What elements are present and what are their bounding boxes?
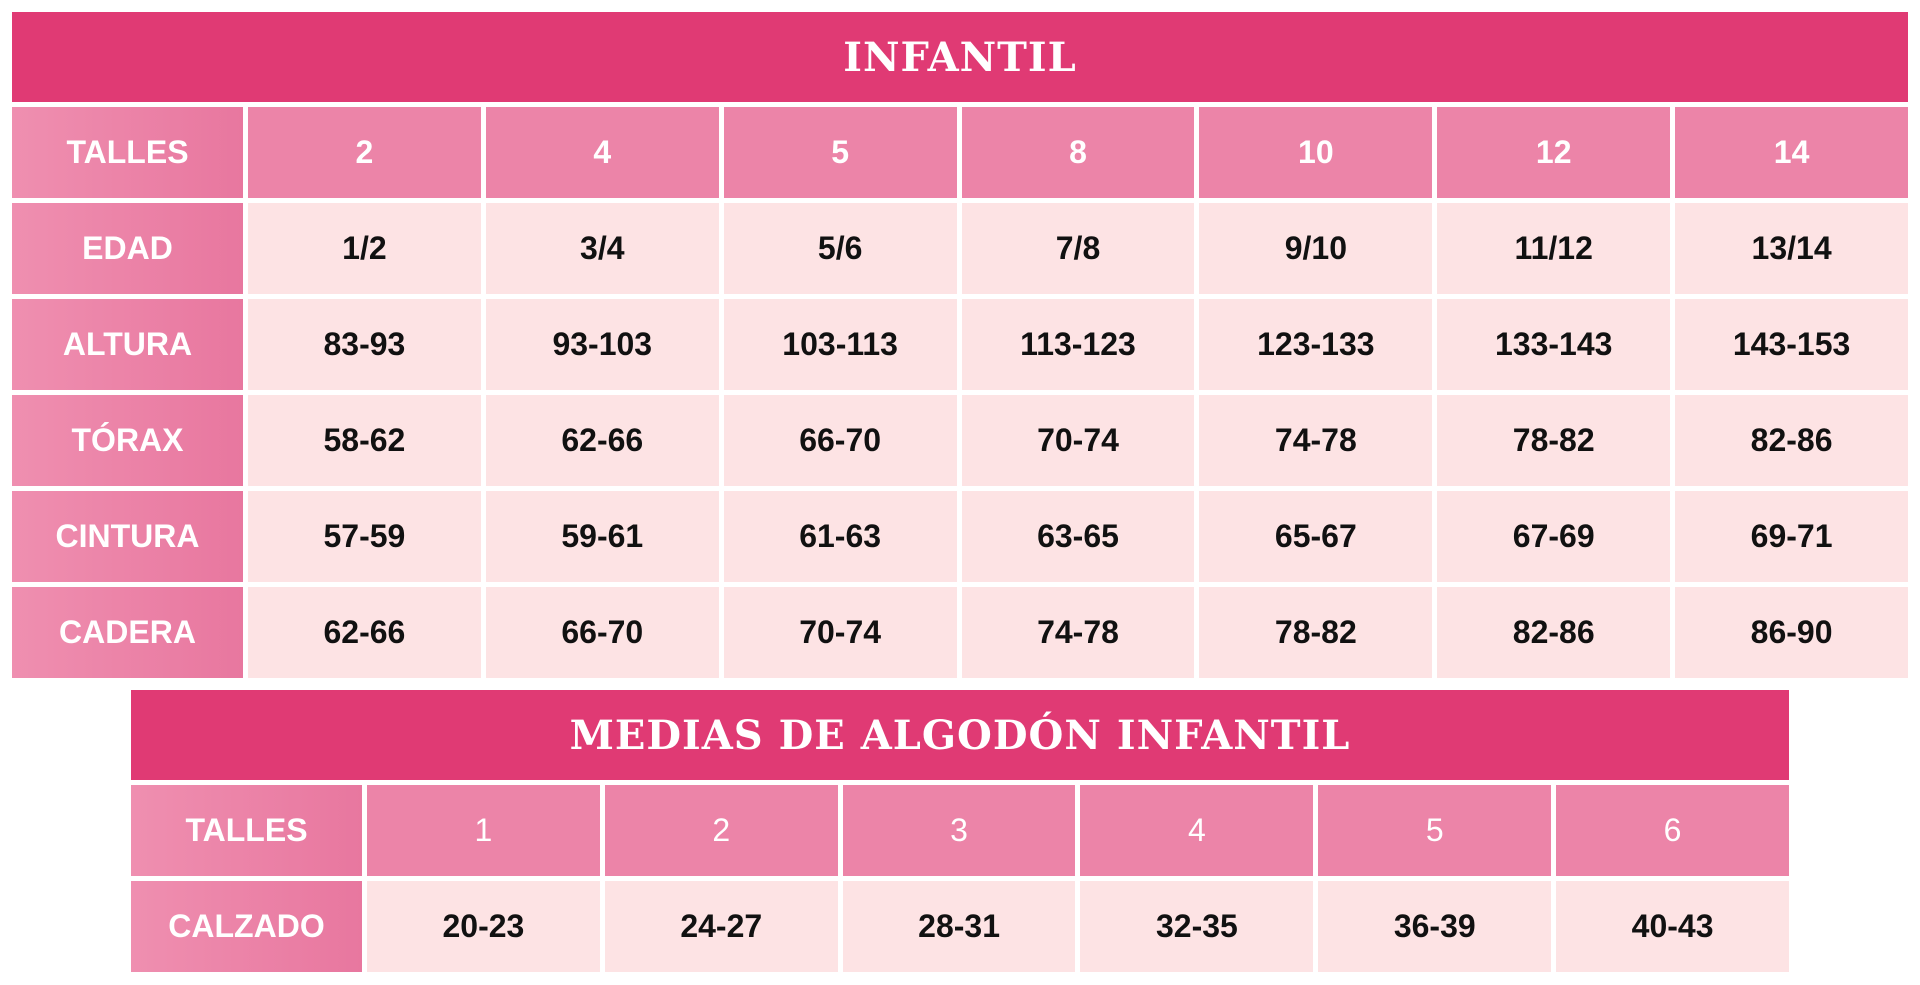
infantil-title: INFANTIL (12, 12, 1908, 102)
medias-size-header: 4 (1080, 785, 1314, 876)
medias-size-table: MEDIAS DE ALGODÓN INFANTIL TALLES 1 2 3 … (131, 690, 1789, 972)
infantil-size-header: 8 (961, 107, 1195, 198)
table-cell: 67-69 (1437, 491, 1671, 582)
table-cell: 36-39 (1318, 881, 1552, 972)
infantil-size-header: 10 (1199, 107, 1433, 198)
table-cell: 59-61 (485, 491, 719, 582)
table-cell: 78-82 (1437, 395, 1671, 486)
row-label-edad: EDAD (12, 203, 243, 294)
medias-size-header: 6 (1556, 785, 1789, 876)
table-cell: 82-86 (1675, 395, 1908, 486)
infantil-size-header: 5 (723, 107, 957, 198)
row-label-torax: TÓRAX (12, 395, 243, 486)
row-label-cintura: CINTURA (12, 491, 243, 582)
table-cell: 66-70 (485, 587, 719, 678)
table-cell: 11/12 (1437, 203, 1671, 294)
infantil-size-header: 12 (1437, 107, 1671, 198)
table-cell: 103-113 (723, 299, 957, 390)
table-cell: 3/4 (485, 203, 719, 294)
table-cell: 82-86 (1437, 587, 1671, 678)
table-cell: 83-93 (248, 299, 481, 390)
table-cell: 133-143 (1437, 299, 1671, 390)
infantil-grid: TALLES 2 4 5 8 10 12 14 EDAD 1/2 3/4 5/6… (12, 107, 1908, 678)
medias-grid: TALLES 1 2 3 4 5 6 CALZADO 20-23 24-27 2… (131, 785, 1789, 972)
table-cell: 62-66 (248, 587, 481, 678)
table-cell: 74-78 (1199, 395, 1433, 486)
medias-title: MEDIAS DE ALGODÓN INFANTIL (131, 690, 1789, 780)
table-cell: 78-82 (1199, 587, 1433, 678)
infantil-size-header: 2 (248, 107, 481, 198)
infantil-header-label: TALLES (12, 107, 243, 198)
table-cell: 63-65 (961, 491, 1195, 582)
table-cell: 20-23 (367, 881, 600, 972)
table-cell: 28-31 (842, 881, 1076, 972)
table-cell: 1/2 (248, 203, 481, 294)
row-label-altura: ALTURA (12, 299, 243, 390)
table-cell: 62-66 (485, 395, 719, 486)
table-cell: 70-74 (723, 587, 957, 678)
infantil-size-table: INFANTIL TALLES 2 4 5 8 10 12 14 EDAD 1/… (12, 12, 1908, 678)
medias-size-header: 5 (1318, 785, 1552, 876)
table-cell: 13/14 (1675, 203, 1908, 294)
table-cell: 40-43 (1556, 881, 1789, 972)
table-cell: 24-27 (604, 881, 838, 972)
table-cell: 66-70 (723, 395, 957, 486)
row-label-cadera: CADERA (12, 587, 243, 678)
table-cell: 65-67 (1199, 491, 1433, 582)
table-cell: 69-71 (1675, 491, 1908, 582)
table-cell: 70-74 (961, 395, 1195, 486)
table-cell: 143-153 (1675, 299, 1908, 390)
table-cell: 113-123 (961, 299, 1195, 390)
table-cell: 7/8 (961, 203, 1195, 294)
table-cell: 61-63 (723, 491, 957, 582)
table-cell: 123-133 (1199, 299, 1433, 390)
infantil-size-header: 14 (1675, 107, 1908, 198)
table-cell: 9/10 (1199, 203, 1433, 294)
medias-size-header: 2 (604, 785, 838, 876)
table-cell: 74-78 (961, 587, 1195, 678)
medias-size-header: 1 (367, 785, 600, 876)
table-cell: 32-35 (1080, 881, 1314, 972)
table-cell: 93-103 (485, 299, 719, 390)
medias-header-label: TALLES (131, 785, 362, 876)
infantil-size-header: 4 (485, 107, 719, 198)
table-cell: 86-90 (1675, 587, 1908, 678)
table-cell: 57-59 (248, 491, 481, 582)
medias-size-header: 3 (842, 785, 1076, 876)
table-cell: 58-62 (248, 395, 481, 486)
row-label-calzado: CALZADO (131, 881, 362, 972)
table-cell: 5/6 (723, 203, 957, 294)
